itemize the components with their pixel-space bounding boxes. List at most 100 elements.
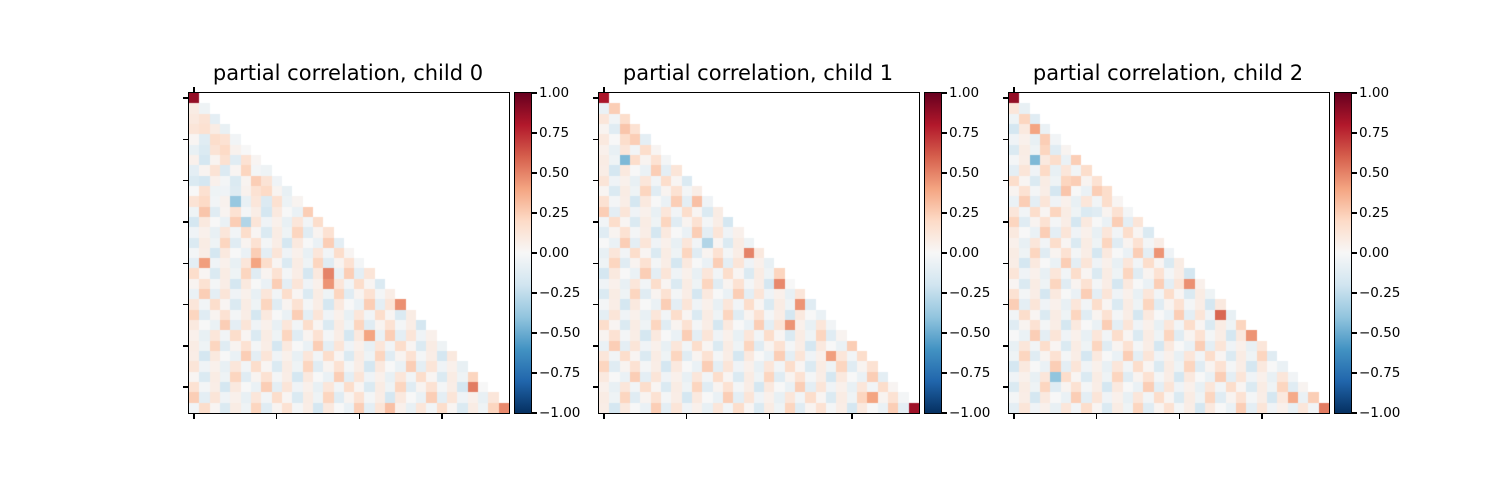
colorbar-tick-label: 0.25	[949, 204, 980, 221]
y-tick	[592, 138, 598, 141]
colorbar-tick	[1352, 132, 1357, 134]
colorbar-tick-label: 0.00	[949, 244, 980, 261]
colorbar-tick-label: −0.25	[539, 284, 581, 301]
colorbar-tick	[1352, 292, 1357, 294]
colorbar-tick	[532, 172, 537, 174]
y-tick	[1002, 138, 1008, 141]
colorbar-tick	[942, 332, 947, 334]
y-tick	[592, 303, 598, 306]
y-tick	[592, 345, 598, 347]
colorbar-tick	[942, 252, 947, 254]
colorbar-tick-label: −0.25	[1359, 284, 1401, 301]
heatmap-axes	[592, 86, 920, 420]
colorbar-tick	[942, 132, 947, 134]
y-tick	[1002, 345, 1008, 347]
colorbar-tick-label: 0.50	[539, 164, 570, 181]
colorbar-tick-label: 0.00	[539, 244, 570, 261]
colorbar-tick	[942, 212, 947, 214]
colorbar-tick-label: 0.75	[1359, 124, 1390, 141]
colorbar-tick-label: 0.50	[949, 164, 980, 181]
colorbar-tick-label: 0.75	[949, 124, 980, 141]
y-tick	[1002, 221, 1008, 223]
colorbar-tick-label: 0.25	[1359, 204, 1390, 221]
colorbar-tick-label: 0.00	[1359, 244, 1390, 261]
colorbar: 1.00 0.75 0.50 0.25 0.00 −0.25 −0.50 −0.75 −1.00	[1334, 85, 1400, 421]
colorbar: 1.00 0.75 0.50 0.25 0.00 −0.25 −0.50 −0.75 −1.00	[924, 85, 990, 421]
heatmap-canvas	[599, 93, 919, 413]
y-tick	[182, 303, 188, 306]
panel-title: partial correlation, child 2	[1032, 61, 1304, 85]
y-tick	[182, 180, 188, 182]
x-tick	[1013, 414, 1015, 420]
colorbar: 1.00 0.75 0.50 0.25 0.00 −0.25 −0.50 −0.75 −1.00	[514, 85, 580, 421]
y-tick	[182, 386, 188, 388]
colorbar-tick-label: 0.75	[539, 124, 570, 141]
colorbar-tick	[1352, 172, 1357, 174]
heatmap-axes	[1002, 86, 1330, 420]
y-tick	[182, 345, 188, 347]
x-tick	[276, 414, 278, 420]
x-tick	[851, 414, 853, 420]
y-tick	[1002, 262, 1008, 264]
y-tick	[1002, 180, 1008, 182]
colorbar-tick-label: 0.25	[539, 204, 570, 221]
y-tick	[592, 180, 598, 182]
colorbar-tick-label: −0.50	[539, 324, 581, 341]
y-tick	[182, 138, 188, 141]
panel-title: partial correlation, child 0	[212, 61, 484, 85]
colorbar-tick	[1352, 92, 1357, 94]
y-tick	[592, 386, 598, 388]
colorbar-tick-label: 1.00	[949, 84, 980, 101]
x-tick	[193, 414, 195, 420]
colorbar-tick-label: −1.00	[949, 404, 991, 421]
colorbar-tick-label: −0.75	[1359, 364, 1401, 381]
colorbar-tick	[942, 412, 947, 414]
colorbar-tick	[532, 252, 537, 254]
x-tick	[603, 414, 605, 420]
colorbar-tick	[532, 412, 537, 414]
x-tick-top	[603, 86, 605, 92]
x-tick	[441, 414, 443, 420]
colorbar-tick	[942, 372, 947, 374]
colorbar-tick	[532, 212, 537, 214]
panel-title: partial correlation, child 1	[622, 61, 894, 85]
x-tick	[768, 414, 770, 420]
colorbar-tick	[532, 92, 537, 94]
colorbar-tick	[532, 332, 537, 334]
heatmap-canvas	[189, 93, 509, 413]
y-tick	[182, 262, 188, 264]
colorbar-tick-label: 1.00	[539, 84, 570, 101]
y-tick	[592, 221, 598, 223]
colorbar-tick	[1352, 332, 1357, 334]
colorbar-tick-label: −0.50	[949, 324, 991, 341]
x-tick	[686, 414, 688, 420]
colorbar-tick-label: −0.50	[1359, 324, 1401, 341]
colorbar-tick-label: −0.75	[949, 364, 991, 381]
colorbar-tick	[1352, 212, 1357, 214]
colorbar-tick	[532, 372, 537, 374]
colorbar-tick	[1352, 372, 1357, 374]
x-tick	[1178, 414, 1180, 420]
x-tick-top	[1013, 86, 1015, 92]
colorbar-tick-label: −1.00	[539, 404, 581, 421]
colorbar-tick-label: −0.25	[949, 284, 991, 301]
y-tick	[592, 262, 598, 264]
y-tick	[182, 221, 188, 223]
colorbar-tick-label: 1.00	[1359, 84, 1390, 101]
colorbar-tick	[942, 92, 947, 94]
y-tick	[1002, 97, 1008, 99]
y-tick	[1002, 386, 1008, 388]
colorbar-tick-label: −1.00	[1359, 404, 1401, 421]
y-tick	[1002, 303, 1008, 306]
colorbar-tick	[1352, 412, 1357, 414]
colorbar-tick-label: 0.50	[1359, 164, 1390, 181]
heatmap-axes	[182, 86, 510, 420]
colorbar-tick	[532, 292, 537, 294]
x-tick	[1096, 414, 1098, 420]
colorbar-tick	[532, 132, 537, 134]
y-tick	[592, 97, 598, 99]
heatmap-canvas	[1009, 93, 1329, 413]
x-tick	[1261, 414, 1263, 420]
colorbar-tick	[942, 292, 947, 294]
